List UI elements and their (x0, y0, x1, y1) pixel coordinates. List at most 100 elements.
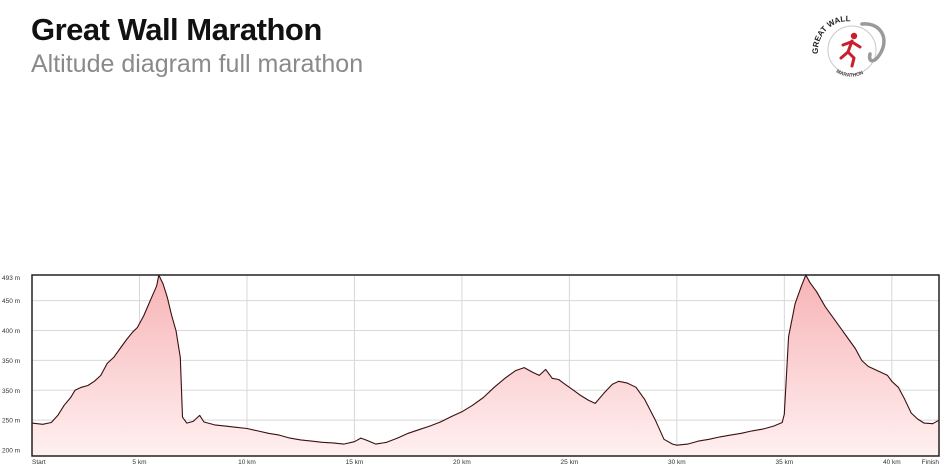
x-tick-label: 20 km (453, 459, 471, 466)
altitude-point (655, 419, 656, 421)
x-tick-label: 25 km (561, 459, 579, 466)
x-tick-label: 35 km (775, 459, 793, 466)
altitude-point (57, 415, 59, 416)
altitude-point (472, 404, 474, 406)
y-axis-ticks: 200 m 250 m 350 m 350 m 400 m 450 m 493 m (2, 275, 20, 455)
altitude-point (225, 425, 226, 427)
altitude-point (450, 416, 452, 417)
altitude-point (74, 389, 76, 391)
great-wall-marathon-logo: GREAT WALL MARATHON (811, 14, 886, 79)
altitude-point (106, 363, 108, 364)
altitude-point (730, 434, 731, 436)
altitude-point (708, 438, 710, 440)
page-subtitle: Altitude diagram full marathon (31, 50, 364, 78)
altitude-point (321, 441, 323, 443)
altitude-point (644, 398, 645, 400)
altitude-point (917, 418, 918, 420)
altitude-point (397, 437, 398, 439)
altitude-point (809, 282, 811, 284)
altitude-point (461, 411, 463, 413)
x-axis-ticks: Start 5 km 10 km 15 km 20 km 25 km 30 km 35 km 4… (32, 459, 939, 466)
y-tick-label: 400 m (2, 328, 20, 335)
altitude-point (386, 441, 388, 443)
y-tick-label: 250 m (2, 418, 20, 425)
altitude-point (558, 379, 559, 380)
altitude-point (268, 432, 269, 434)
altitude-point (366, 440, 368, 441)
altitude-point (910, 412, 912, 414)
altitude-point (311, 440, 312, 442)
altitude-point (156, 285, 158, 287)
altitude-point (687, 443, 688, 445)
altitude-point (483, 397, 484, 398)
altitude-point (861, 360, 863, 361)
runner-icon (839, 32, 862, 68)
altitude-point (801, 285, 802, 287)
altitude-point (70, 397, 72, 398)
altitude-point (833, 318, 835, 319)
altitude-point (182, 416, 183, 418)
altitude-point (332, 442, 334, 444)
altitude-point (618, 380, 620, 382)
altitude-point (100, 375, 102, 376)
altitude-point (538, 375, 540, 376)
altitude-point (794, 303, 796, 305)
altitude-point (136, 327, 138, 328)
altitude-point (186, 422, 188, 424)
x-tick-label: 10 km (238, 459, 256, 466)
altitude-point (515, 370, 516, 371)
altitude-point (719, 436, 721, 438)
altitude-point (289, 437, 291, 439)
altitude-point (887, 375, 888, 376)
altitude-point (278, 434, 280, 436)
altitude-point (246, 428, 248, 429)
altitude-point (816, 291, 817, 293)
y-tick-label: 350 m (2, 388, 20, 395)
altitude-point (564, 383, 566, 385)
y-tick-label: 493 m (2, 275, 20, 282)
altitude-point (788, 336, 789, 337)
altitude-point (119, 348, 121, 349)
altitude-point (171, 315, 173, 316)
altitude-point (781, 422, 783, 423)
altitude-point (891, 380, 893, 382)
altitude-point (867, 366, 869, 367)
altitude-point (167, 297, 168, 299)
altitude-point (663, 438, 665, 440)
x-tick-label: Start (32, 459, 46, 466)
altitude-point (569, 386, 570, 388)
altitude-point (87, 385, 89, 386)
x-tick-label: 5 km (132, 459, 146, 466)
altitude-point (343, 443, 345, 445)
altitude-point (751, 430, 753, 432)
altitude-point (63, 404, 65, 406)
altitude-point (93, 380, 95, 382)
altitude-fill (32, 275, 939, 456)
y-tick-label: 200 m (2, 448, 20, 455)
altitude-point (635, 386, 637, 388)
altitude-point (594, 403, 596, 404)
altitude-point (923, 422, 925, 424)
altitude-point (203, 421, 205, 423)
altitude-point (407, 432, 409, 434)
altitude-point (493, 386, 495, 388)
altitude-point (612, 383, 613, 385)
x-tick-label: Finish (922, 459, 940, 466)
x-tick-label: 15 km (346, 459, 364, 466)
altitude-point (904, 398, 906, 400)
altitude-point (523, 367, 525, 368)
altitude-point (545, 369, 547, 370)
altitude-chart: 200 m 250 m 350 m 350 m 400 m 450 m 493 m Star… (2, 274, 940, 466)
plot-frame (31, 274, 940, 457)
altitude-point (698, 440, 699, 442)
altitude-point (50, 422, 52, 423)
altitude-point (897, 386, 899, 388)
altitude-point (848, 339, 850, 340)
altitude-point (676, 444, 678, 446)
altitude-point (824, 306, 826, 308)
altitude-point (429, 425, 431, 427)
altitude-point (360, 437, 362, 439)
altitude-point (179, 357, 181, 358)
altitude-point (532, 372, 534, 373)
altitude-point (672, 443, 673, 445)
